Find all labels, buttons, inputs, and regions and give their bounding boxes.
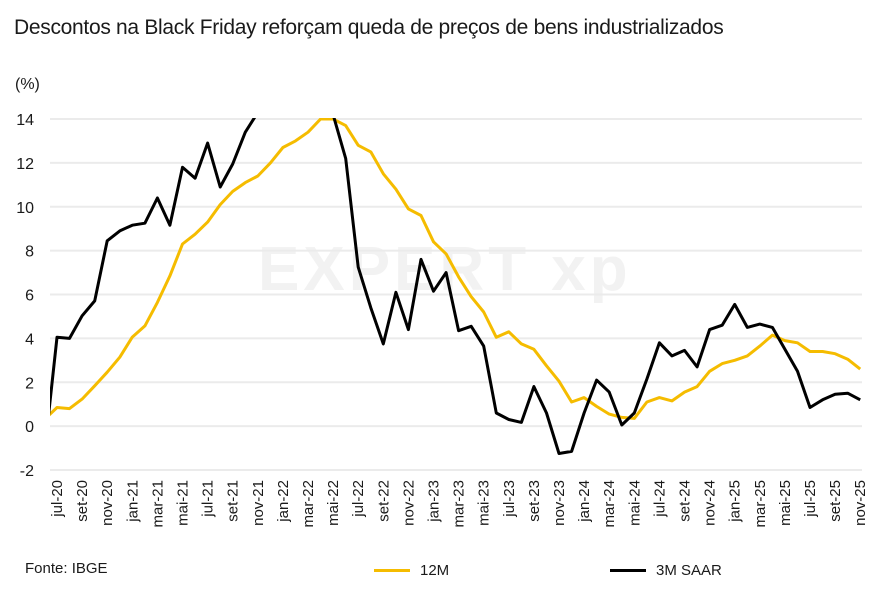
legend-swatch-3m-saar [610,569,646,572]
x-tick-label: set-23 [526,480,543,522]
x-tick-label: jan-23 [426,480,443,523]
y-tick-label: -2 [20,463,34,480]
x-tick-label: mai-24 [626,480,643,526]
x-tick-label: nov-24 [702,480,719,526]
x-tick-label: mar-22 [300,480,317,528]
x-tick-label: jul-22 [350,480,367,518]
x-tick-label: mai-25 [777,480,794,526]
legend-item-12m: 12M [374,562,449,579]
series-line-12m [50,118,862,420]
y-tick-label: 12 [16,156,34,173]
y-tick-label: 0 [25,419,34,436]
x-tick-label: jul-23 [501,480,518,518]
x-tick-label: nov-21 [250,480,267,526]
x-tick-label: jan-21 [124,480,141,523]
x-tick-label: jul-25 [802,480,819,518]
chart-title: Descontos na Black Friday reforçam queda… [14,16,724,39]
y-tick-label: 2 [25,375,34,392]
x-tick-label: mar-25 [752,480,769,528]
y-tick-label: 6 [25,288,34,305]
x-tick-label: jan-24 [576,480,593,523]
y-tick-label: 4 [25,331,34,348]
watermark: EXPERT xp [258,235,632,304]
x-tick-label: nov-22 [400,480,417,526]
x-tick-label: mar-24 [601,480,618,528]
x-tick-label: set-21 [225,480,242,522]
x-tick-label: jan-25 [727,480,744,523]
x-tick-label: mar-23 [451,480,468,528]
legend-label-12m: 12M [420,562,450,579]
x-tick-label: jul-24 [651,480,668,518]
y-tick-label: 8 [25,244,34,261]
series-line-3m-saar [50,118,861,455]
legend-swatch-12m [374,569,410,572]
source-note: Fonte: IBGE [25,560,108,577]
x-tick-label: set-22 [375,480,392,522]
legend-label-3m-saar: 3M SAAR [656,562,722,579]
x-tick-label: set-24 [677,480,694,522]
y-axis-unit-label: (%) [15,76,40,93]
x-tick-label: set-20 [74,480,91,522]
x-tick-label: jul-20 [49,480,66,518]
y-tick-label: 14 [16,112,34,129]
x-tick-label: nov-20 [99,480,116,526]
x-tick-label: nov-23 [551,480,568,526]
x-tick-label: jul-21 [200,480,217,518]
legend-item-3m-saar: 3M SAAR [610,562,722,579]
x-tick-label: mai-22 [325,480,342,526]
x-tick-label: mai-23 [476,480,493,526]
x-tick-label: set-25 [827,480,844,522]
x-tick-label: mar-21 [149,480,166,528]
x-tick-label: mai-21 [175,480,192,526]
x-tick-label: jan-22 [275,480,292,523]
x-tick-label: nov-25 [852,480,869,526]
y-tick-label: 10 [16,200,34,217]
